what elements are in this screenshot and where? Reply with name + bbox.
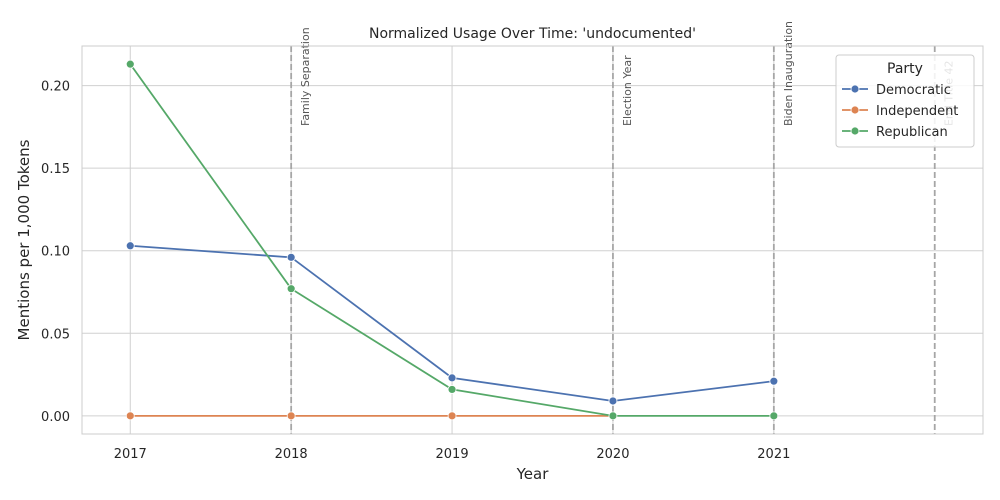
data-point-democratic <box>608 396 618 406</box>
legend-box <box>835 54 975 148</box>
event-label: Biden Inauguration <box>782 21 795 126</box>
data-point-republican <box>286 284 296 294</box>
data-point-independent <box>286 411 296 421</box>
legend: Party Democratic Independent Republican <box>835 54 975 148</box>
data-point-democratic <box>286 252 296 262</box>
x-axis-label: Year <box>516 465 550 483</box>
x-tick-label: 2018 <box>275 447 308 462</box>
event-label: Election Year <box>621 55 634 126</box>
y-tick-label: 0.10 <box>41 245 70 260</box>
y-tick-label: 0.15 <box>41 162 70 177</box>
y-tick-label: 0.20 <box>41 80 70 95</box>
x-tick-label: 2017 <box>114 447 147 462</box>
data-point-republican <box>125 59 135 69</box>
legend-swatch-marker <box>850 105 860 115</box>
legend-label: Republican <box>876 125 948 140</box>
plot-frame <box>81 45 984 435</box>
data-point-republican <box>447 385 457 394</box>
data-point-democratic <box>125 241 135 251</box>
data-point-republican <box>769 411 779 421</box>
chart-title: Normalized Usage Over Time: 'undocumente… <box>369 26 696 42</box>
x-tick-label: 2021 <box>757 447 790 462</box>
legend-label: Democratic <box>876 83 951 98</box>
x-tick-label: 2020 <box>596 447 629 462</box>
legend-swatch-marker <box>850 126 860 136</box>
data-point-democratic <box>769 376 779 386</box>
tick-labels: 2017 2018 2019 2020 2021 0.00 0.05 0.10 0.15 0.20 <box>41 80 790 462</box>
x-tick-label: 2019 <box>436 447 469 462</box>
data-point-democratic <box>447 373 457 383</box>
y-tick-label: 0.00 <box>41 410 70 425</box>
data-point-republican <box>608 411 618 421</box>
data-point-independent <box>125 411 135 421</box>
y-tick-label: 0.05 <box>41 327 70 342</box>
event-label: Family Separation <box>299 27 312 126</box>
data-point-independent <box>447 411 457 421</box>
legend-label: Independent <box>876 104 958 119</box>
legend-title: Party <box>887 61 923 77</box>
series-lines <box>125 59 779 421</box>
y-axis-label: Mentions per 1,000 Tokens <box>15 139 33 340</box>
legend-swatch-marker <box>850 84 860 94</box>
